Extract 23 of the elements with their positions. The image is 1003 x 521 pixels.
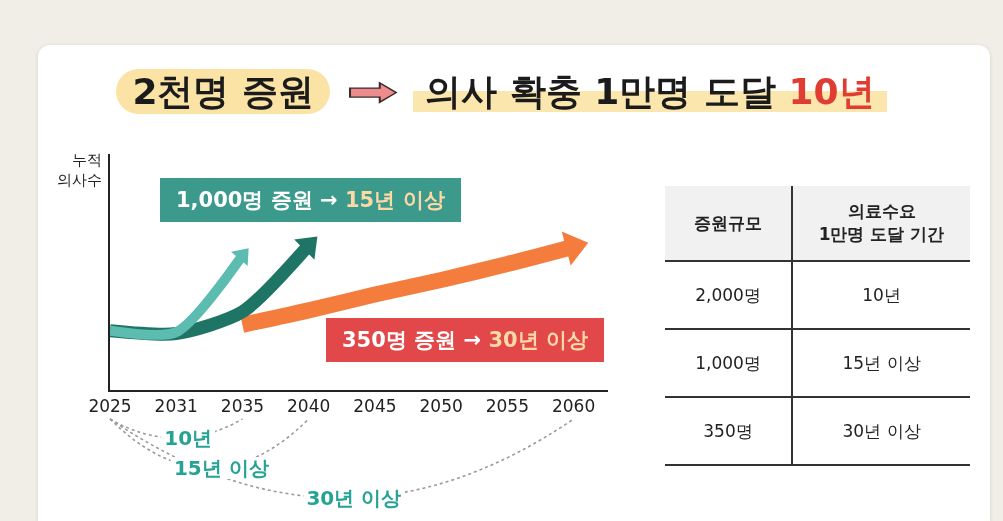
text: 의료수요 1만명 도달 기간 [792,186,970,261]
x-tick-label: 2025 [88,396,132,417]
text: 350명 [665,397,792,465]
text: 15년 이상 [792,329,970,397]
text: 1,000명 [665,329,792,397]
x-tick-label: 2050 [419,396,463,417]
text: 2,000명 [665,261,792,329]
text: 증원규모 [665,186,792,261]
x-tick-label: 2045 [353,396,397,417]
text: 15년 이상 [170,456,272,480]
text: 1,000명 증원 → 15년 이상 [176,188,445,212]
y-axis-title: 누적 의사수 [57,150,102,190]
annotation: 350명 증원 → 30년 이상 [342,328,588,352]
chart-title: 2천명 증원 ➡ 의사 확충 1만명 도달 10년 [131,70,875,114]
text: 10년 [792,261,970,329]
text: 10년 [161,426,216,450]
text: 30년 이상 [792,397,970,465]
text: 30년 이상 [303,486,405,510]
x-tick-label: 2040 [287,396,331,417]
x-tick-label: 2035 [220,396,265,417]
x-tick-label: 2031 [154,396,198,417]
x-tick-label: 2055 [485,396,529,417]
x-tick-label: 2060 [551,396,596,417]
